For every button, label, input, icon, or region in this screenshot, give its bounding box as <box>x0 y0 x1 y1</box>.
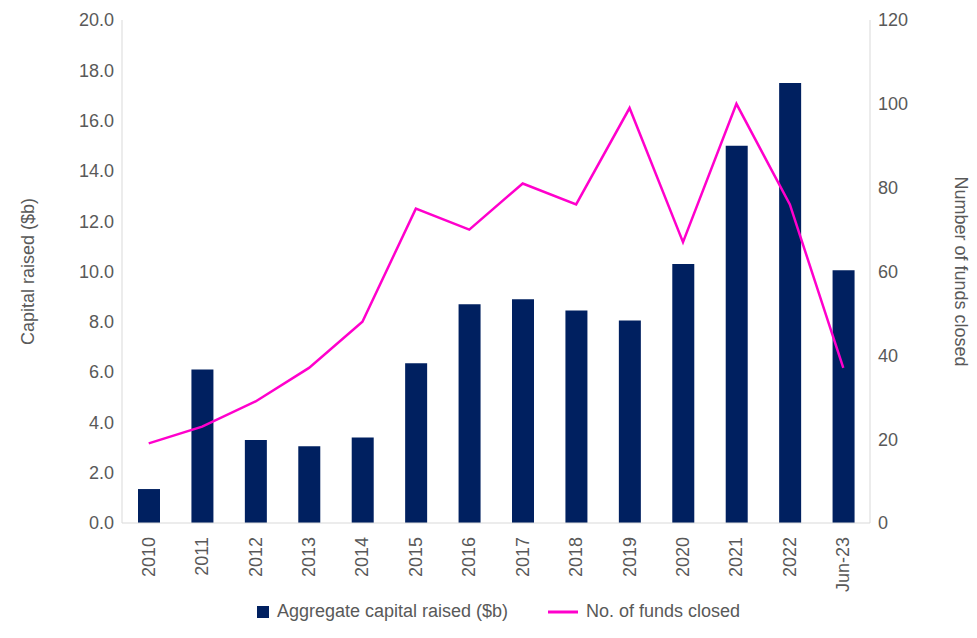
svg-text:2015: 2015 <box>406 537 426 577</box>
svg-text:120: 120 <box>878 10 908 30</box>
svg-text:2022: 2022 <box>780 537 800 577</box>
html-text:No. of funds closed: No. of funds closed <box>586 601 741 621</box>
svg-text:6.0: 6.0 <box>89 362 114 382</box>
svg-text:14.0: 14.0 <box>79 161 114 181</box>
svg-text:2020: 2020 <box>673 537 693 577</box>
svg-text:0: 0 <box>878 513 888 533</box>
svg-text:0.0: 0.0 <box>89 513 114 533</box>
svg-text:2012: 2012 <box>246 537 266 577</box>
svg-text:60: 60 <box>878 262 898 282</box>
svg-text:2021: 2021 <box>726 537 746 577</box>
svg-text:2017: 2017 <box>513 537 533 577</box>
svg-text:Capital raised ($b): Capital raised ($b) <box>18 198 38 345</box>
svg-text:80: 80 <box>878 178 898 198</box>
svg-text:2011: 2011 <box>192 537 212 576</box>
svg-text:4.0: 4.0 <box>89 413 114 433</box>
svg-text:100: 100 <box>878 94 908 114</box>
svg-text:20.0: 20.0 <box>79 10 114 30</box>
svg-text:2013: 2013 <box>299 537 319 577</box>
svg-text:2.0: 2.0 <box>89 463 114 483</box>
svg-text:Number of funds closed: Number of funds closed <box>951 176 969 366</box>
svg-text:12.0: 12.0 <box>79 212 114 232</box>
svg-text:16.0: 16.0 <box>79 111 114 131</box>
svg-text:10.0: 10.0 <box>79 262 114 282</box>
svg-text:Jun-23: Jun-23 <box>833 537 853 592</box>
svg-text:2019: 2019 <box>620 537 640 577</box>
svg-text:40: 40 <box>878 346 898 366</box>
svg-text:2010: 2010 <box>139 537 159 577</box>
svg-text:8.0: 8.0 <box>89 312 114 332</box>
svg-text:2014: 2014 <box>352 537 372 577</box>
svg-text:18.0: 18.0 <box>79 61 114 81</box>
html-text:Aggregate capital raised ($b): Aggregate capital raised ($b) <box>276 601 508 621</box>
svg-text:2016: 2016 <box>459 537 479 577</box>
svg-text:20: 20 <box>878 430 898 450</box>
svg-text:2018: 2018 <box>566 537 586 577</box>
